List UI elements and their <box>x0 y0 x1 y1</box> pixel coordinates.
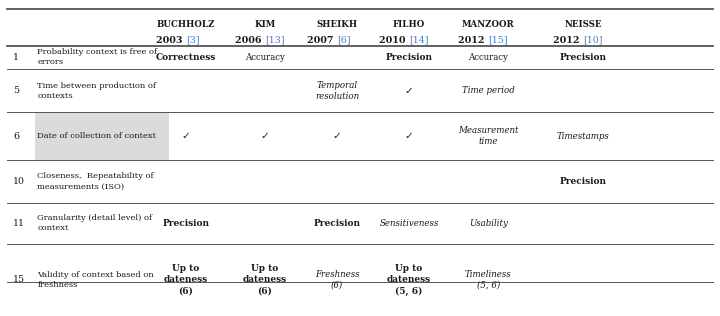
Text: 2012: 2012 <box>554 36 583 45</box>
Text: 6: 6 <box>13 132 19 141</box>
Text: Precision: Precision <box>559 53 607 62</box>
Text: Correctness: Correctness <box>156 53 216 62</box>
Text: ✓: ✓ <box>181 131 190 141</box>
Text: Up to
dateness
(5, 6): Up to dateness (5, 6) <box>387 264 431 296</box>
Text: 11: 11 <box>13 219 25 228</box>
Text: ✓: ✓ <box>405 86 413 96</box>
Text: [13]: [13] <box>265 36 284 45</box>
Text: 5: 5 <box>13 86 19 95</box>
Text: Precision: Precision <box>313 219 361 228</box>
Text: Temporal
resolution: Temporal resolution <box>315 81 359 101</box>
Text: ✓: ✓ <box>333 131 341 141</box>
Text: ✓: ✓ <box>261 131 269 141</box>
Text: Freshness
(6): Freshness (6) <box>315 270 359 290</box>
Text: Date of collection of context: Date of collection of context <box>37 132 156 140</box>
Text: [10]: [10] <box>583 36 603 45</box>
Text: Validity of context based on
freshness: Validity of context based on freshness <box>37 271 154 289</box>
Text: ✓: ✓ <box>405 131 413 141</box>
Text: Closeness,  Repeatability of
measurements (ISO): Closeness, Repeatability of measurements… <box>37 172 154 191</box>
Text: SHEIKH: SHEIKH <box>316 20 358 28</box>
Text: Time between production of
contexts: Time between production of contexts <box>37 82 156 100</box>
Text: Granularity (detail level) of
context: Granularity (detail level) of context <box>37 214 153 233</box>
Text: Time period: Time period <box>462 86 515 95</box>
Text: Precision: Precision <box>385 53 433 62</box>
Text: BUCHHOLZ: BUCHHOLZ <box>156 20 215 28</box>
Text: Precision: Precision <box>559 177 607 186</box>
Text: [3]: [3] <box>186 36 199 45</box>
Text: Measurement
time: Measurement time <box>458 126 518 146</box>
Text: 10: 10 <box>13 177 25 186</box>
Text: Up to
dateness
(6): Up to dateness (6) <box>243 264 287 295</box>
Text: 2003: 2003 <box>156 36 186 45</box>
Text: FILHO: FILHO <box>393 20 425 28</box>
Text: Usability: Usability <box>469 219 508 228</box>
Text: [14]: [14] <box>409 36 428 45</box>
Text: Sensitiveness: Sensitiveness <box>379 219 438 228</box>
Text: 15: 15 <box>13 276 25 284</box>
Text: Accuracy: Accuracy <box>245 53 285 62</box>
Text: 2010: 2010 <box>379 36 409 45</box>
Text: Up to
dateness
(6): Up to dateness (6) <box>163 264 208 295</box>
Text: [15]: [15] <box>488 36 508 45</box>
Text: NEISSE: NEISSE <box>564 20 602 28</box>
Text: [6]: [6] <box>337 36 351 45</box>
Text: KIM: KIM <box>254 20 276 28</box>
Text: Accuracy: Accuracy <box>468 53 508 62</box>
Text: 2012: 2012 <box>459 36 488 45</box>
Text: Timestamps: Timestamps <box>557 132 610 141</box>
Text: MANZOOR: MANZOOR <box>462 20 515 28</box>
Text: 2007: 2007 <box>307 36 337 45</box>
Bar <box>35 112 169 160</box>
Text: Precision: Precision <box>162 219 210 228</box>
Text: Probability context is free of
errors: Probability context is free of errors <box>37 48 158 66</box>
Text: Timeliness
(5, 6): Timeliness (5, 6) <box>465 270 511 290</box>
Text: 1: 1 <box>13 53 19 62</box>
Text: 2006: 2006 <box>235 36 265 45</box>
